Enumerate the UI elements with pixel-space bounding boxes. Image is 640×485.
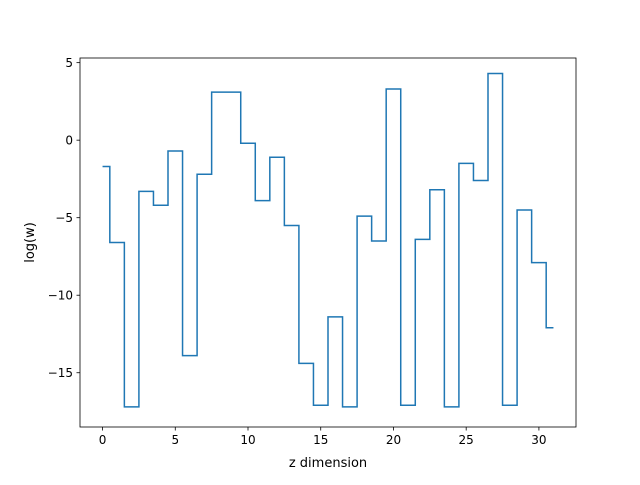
x-tick-label: 30 (531, 433, 546, 447)
y-tick-label: 0 (65, 133, 73, 147)
x-tick-label: 15 (313, 433, 328, 447)
x-axis-label: z dimension (289, 456, 367, 471)
y-tick-label: 5 (65, 56, 73, 70)
y-axis-ticks: 5 0 −5 −10 −15 (48, 56, 80, 380)
y-axis-label: log(w) (23, 222, 38, 263)
x-tick-label: 0 (99, 433, 107, 447)
axes-frame (79, 57, 577, 428)
x-tick-label: 20 (386, 433, 401, 447)
x-tick-label: 25 (459, 433, 474, 447)
x-tick-label: 10 (240, 433, 255, 447)
y-tick-label: −10 (48, 289, 73, 303)
x-axis-ticks: 0 5 10 15 20 25 30 (99, 427, 547, 447)
plot-area (102, 72, 554, 408)
x-tick-label: 5 (171, 433, 179, 447)
series-step-line (102, 72, 554, 408)
y-tick-label: −15 (48, 366, 73, 380)
y-tick-label: −5 (55, 211, 73, 225)
